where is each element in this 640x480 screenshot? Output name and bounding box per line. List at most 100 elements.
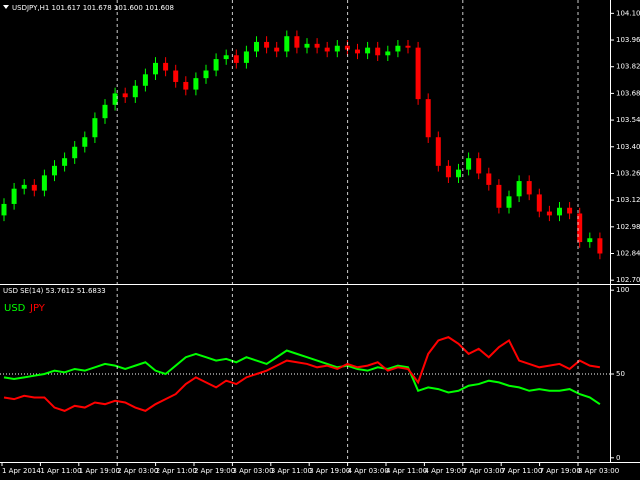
candle-body <box>264 41 270 48</box>
x-tick-label: 4 Apr 19:00 <box>424 467 465 475</box>
y-tick-label: 103.120 <box>616 196 640 204</box>
candle-body <box>506 196 512 208</box>
candle-body <box>597 238 603 254</box>
candle-body <box>284 36 290 52</box>
candle-body <box>324 47 330 52</box>
candle-body <box>203 70 209 79</box>
candle-body <box>355 49 360 54</box>
candle-body <box>254 41 259 52</box>
x-tick-label: 3 Apr 03:00 <box>232 467 273 475</box>
candle-body <box>294 36 300 48</box>
candle-body <box>274 47 280 52</box>
candle-body <box>142 74 148 86</box>
y-tick-label: 102.700 <box>616 276 640 284</box>
candle-body <box>1 203 7 216</box>
y-tick-label: 100 <box>616 286 629 294</box>
candle-body <box>557 207 562 216</box>
y-tick-label: 102.840 <box>616 250 640 258</box>
x-tick-label: 1 Apr 19:00 <box>79 467 120 475</box>
candle-body <box>112 93 118 105</box>
candle-body <box>405 45 411 48</box>
menu-arrow <box>3 5 9 9</box>
candle-body <box>456 169 461 178</box>
candle-body <box>365 47 371 54</box>
candle-body <box>31 184 37 191</box>
candle-body <box>102 104 108 119</box>
candle-body <box>425 99 431 138</box>
candle-body <box>334 45 340 52</box>
candle-body <box>82 137 88 147</box>
candle-body <box>163 62 169 71</box>
candle-body <box>21 184 27 189</box>
chart-title: USDJPY,H1 101.617 101.678 101.600 101.60… <box>12 4 174 12</box>
indicator-title: USD SE(14) 53.7612 51.6833 <box>3 287 106 295</box>
candle-body <box>223 55 229 60</box>
candle-body <box>193 78 199 90</box>
x-tick-label: 1 Apr 11:00 <box>40 467 81 475</box>
x-tick-label: 3 Apr 19:00 <box>309 467 350 475</box>
y-tick-label: 103.960 <box>616 36 640 44</box>
candle-body <box>92 118 98 138</box>
x-tick-label: 2 Apr 03:00 <box>117 467 158 475</box>
legend-entry: JPY <box>29 303 46 314</box>
y-tick-label: 103.400 <box>616 143 640 151</box>
y-tick-label: 103.260 <box>616 169 640 177</box>
candle-body <box>395 45 401 52</box>
x-tick-label: 2 Apr 19:00 <box>194 467 235 475</box>
candle-body <box>466 158 472 170</box>
y-tick-label: 0 <box>616 454 620 462</box>
candle-body <box>375 47 381 56</box>
candle-body <box>52 165 57 176</box>
x-tick-label: 7 Apr 11:00 <box>501 467 542 475</box>
x-tick-label: 8 Apr 03:00 <box>578 467 619 475</box>
series-line <box>3 336 601 412</box>
candle-body <box>132 85 138 98</box>
candle-body <box>385 51 391 56</box>
candle-body <box>314 43 320 48</box>
candle-body <box>435 137 441 166</box>
candle-body <box>546 211 552 216</box>
candle-body <box>62 158 68 166</box>
x-tick-label: 2 Apr 11:00 <box>156 467 197 475</box>
candle-body <box>496 184 502 208</box>
candle-body <box>72 146 78 159</box>
legend-entry: USD <box>4 303 26 314</box>
candle-body <box>526 181 532 195</box>
candle-body <box>11 188 17 204</box>
candle-body <box>213 59 219 71</box>
candle-body <box>445 165 451 178</box>
candle-body <box>183 81 189 90</box>
candle-body <box>243 51 249 63</box>
candle-body <box>233 55 239 63</box>
candle-body <box>587 238 593 243</box>
candle-body <box>476 158 482 174</box>
candle-body <box>415 47 421 100</box>
y-tick-label: 102.980 <box>616 223 640 231</box>
candle-body <box>304 43 310 48</box>
candle-body <box>153 62 158 75</box>
candle-body <box>41 175 47 191</box>
candle-body <box>173 70 179 82</box>
x-tick-label: 7 Apr 19:00 <box>540 467 581 475</box>
candle-body <box>486 173 492 185</box>
y-tick-label: 50 <box>616 370 625 378</box>
candle-body <box>516 181 522 197</box>
y-tick-label: 103.820 <box>616 63 640 71</box>
series-line <box>3 349 601 406</box>
y-tick-label: 103.680 <box>616 89 640 97</box>
candle-body <box>344 45 350 50</box>
candle-body <box>122 93 128 98</box>
x-tick-label: 7 Apr 03:00 <box>463 467 504 475</box>
x-tick-label: 4 Apr 11:00 <box>386 467 427 475</box>
candle-body <box>567 207 573 214</box>
candle-body <box>577 213 583 243</box>
x-tick-label: 1 Apr 2014 <box>2 467 41 475</box>
y-tick-label: 104.100 <box>616 9 640 17</box>
x-tick-label: 4 Apr 03:00 <box>348 467 389 475</box>
x-tick-label: 3 Apr 11:00 <box>271 467 312 475</box>
candle-body <box>536 194 542 212</box>
y-tick-label: 103.540 <box>616 116 640 124</box>
